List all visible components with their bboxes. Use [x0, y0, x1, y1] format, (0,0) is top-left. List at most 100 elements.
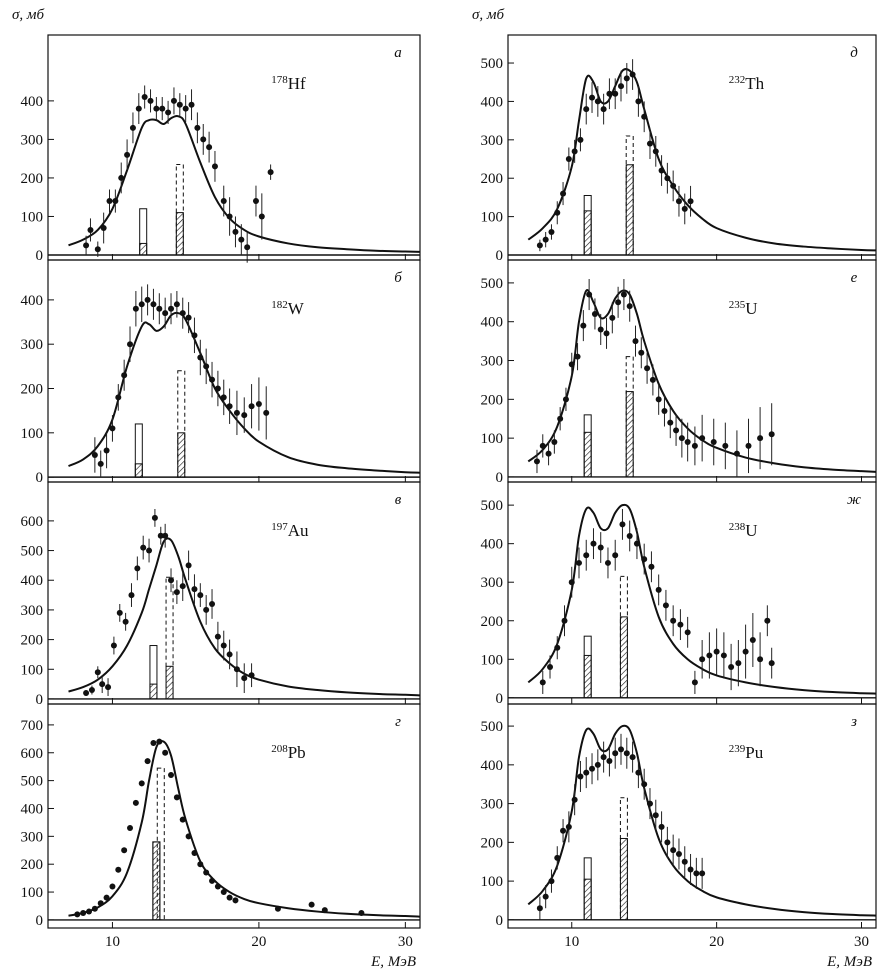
data-point [536, 905, 543, 912]
data-point [173, 794, 180, 801]
data-point [252, 198, 259, 205]
data-point [255, 401, 262, 408]
data-point [623, 75, 630, 82]
data-point [157, 532, 164, 539]
data-point [623, 750, 630, 757]
panel-frame [47, 481, 421, 705]
data-point [735, 660, 742, 667]
data-point [165, 109, 172, 116]
data-point [677, 621, 684, 628]
data-point [220, 642, 227, 649]
data-point [664, 839, 671, 846]
data-point [691, 679, 698, 686]
y-tick-label: 0 [496, 470, 504, 486]
data-point [109, 425, 116, 432]
panel-frame [507, 703, 877, 929]
data-point [209, 877, 216, 884]
data-point [226, 894, 233, 901]
data-point [699, 870, 706, 877]
data-point [274, 905, 281, 912]
data-point [652, 812, 659, 819]
data-point [583, 106, 590, 113]
data-point [554, 209, 561, 216]
data-point [620, 291, 627, 298]
data-point [74, 911, 81, 918]
data-point [706, 652, 713, 659]
data-point [80, 909, 87, 916]
data-point [138, 301, 145, 308]
y-tick-label: 200 [21, 382, 44, 398]
data-point [667, 419, 674, 426]
open-bar [583, 194, 592, 256]
data-point [185, 314, 192, 321]
data-point [542, 236, 549, 243]
data-point [615, 299, 622, 306]
panel: 0 100 200 300 400 σ, мб а 178Hf [12, 7, 421, 264]
y-tick-label: 500 [481, 719, 504, 735]
panel-frame [507, 481, 877, 705]
data-point [551, 439, 558, 446]
data-point [693, 870, 700, 877]
data-point [629, 71, 636, 78]
data-point [742, 648, 749, 655]
data-point [720, 652, 727, 659]
data-point [684, 439, 691, 446]
nucleus-symbol: U [745, 299, 757, 318]
x-tick-label: 10 [564, 934, 579, 950]
nucleus-label: 197Au [271, 521, 309, 540]
y-tick-label: 300 [21, 132, 44, 148]
data-point [633, 540, 640, 547]
hatched-bar [139, 242, 148, 256]
data-point [185, 562, 192, 569]
data-point [612, 750, 619, 757]
data-point [244, 244, 251, 251]
data-point [560, 190, 567, 197]
data-point [542, 893, 549, 900]
nucleus-symbol: Pb [288, 743, 306, 762]
data-point [562, 396, 569, 403]
data-point [673, 427, 680, 434]
data-point [211, 163, 218, 170]
data-point [162, 310, 169, 317]
y-tick-label: 0 [36, 913, 44, 929]
data-point [591, 310, 598, 317]
data-point [699, 656, 706, 663]
panel: 0 100 200 300 400 500 600 700 10 20 30 E, МэВ г 208Pb [21, 703, 421, 970]
data-point [122, 618, 129, 625]
panel-letter: е [851, 270, 858, 286]
panel-letter: в [395, 492, 402, 508]
y-tick-label: 600 [21, 514, 44, 530]
data-point [655, 586, 662, 593]
data-point [691, 442, 698, 449]
data-point [575, 559, 582, 566]
nucleus-symbol: Hf [288, 74, 306, 93]
data-point [548, 228, 555, 235]
data-point [594, 761, 601, 768]
y-axis-label: σ, мб [12, 7, 44, 23]
y-tick-label: 200 [21, 171, 44, 187]
data-point [606, 757, 613, 764]
data-point [670, 847, 677, 854]
data-point [733, 450, 740, 457]
y-tick-label: 500 [481, 498, 504, 514]
data-point [764, 617, 771, 624]
y-tick-label: 200 [481, 614, 504, 630]
data-point [132, 799, 139, 806]
y-tick-label: 300 [481, 797, 504, 813]
data-point [638, 349, 645, 356]
data-point [678, 435, 685, 442]
open-bar [139, 208, 148, 256]
data-point [568, 361, 575, 368]
data-point [609, 314, 616, 321]
nucleus-mass: 238 [729, 521, 746, 533]
panel: 0 100 200 300 400 500 600 в 197Au [21, 481, 421, 708]
hatched-bar [149, 683, 158, 700]
data-point [168, 772, 175, 779]
data-point [710, 439, 717, 446]
data-point [159, 105, 166, 112]
data-point [150, 740, 157, 747]
data-point [118, 174, 125, 181]
y-tick-label: 300 [21, 337, 44, 353]
data-point [648, 563, 655, 570]
